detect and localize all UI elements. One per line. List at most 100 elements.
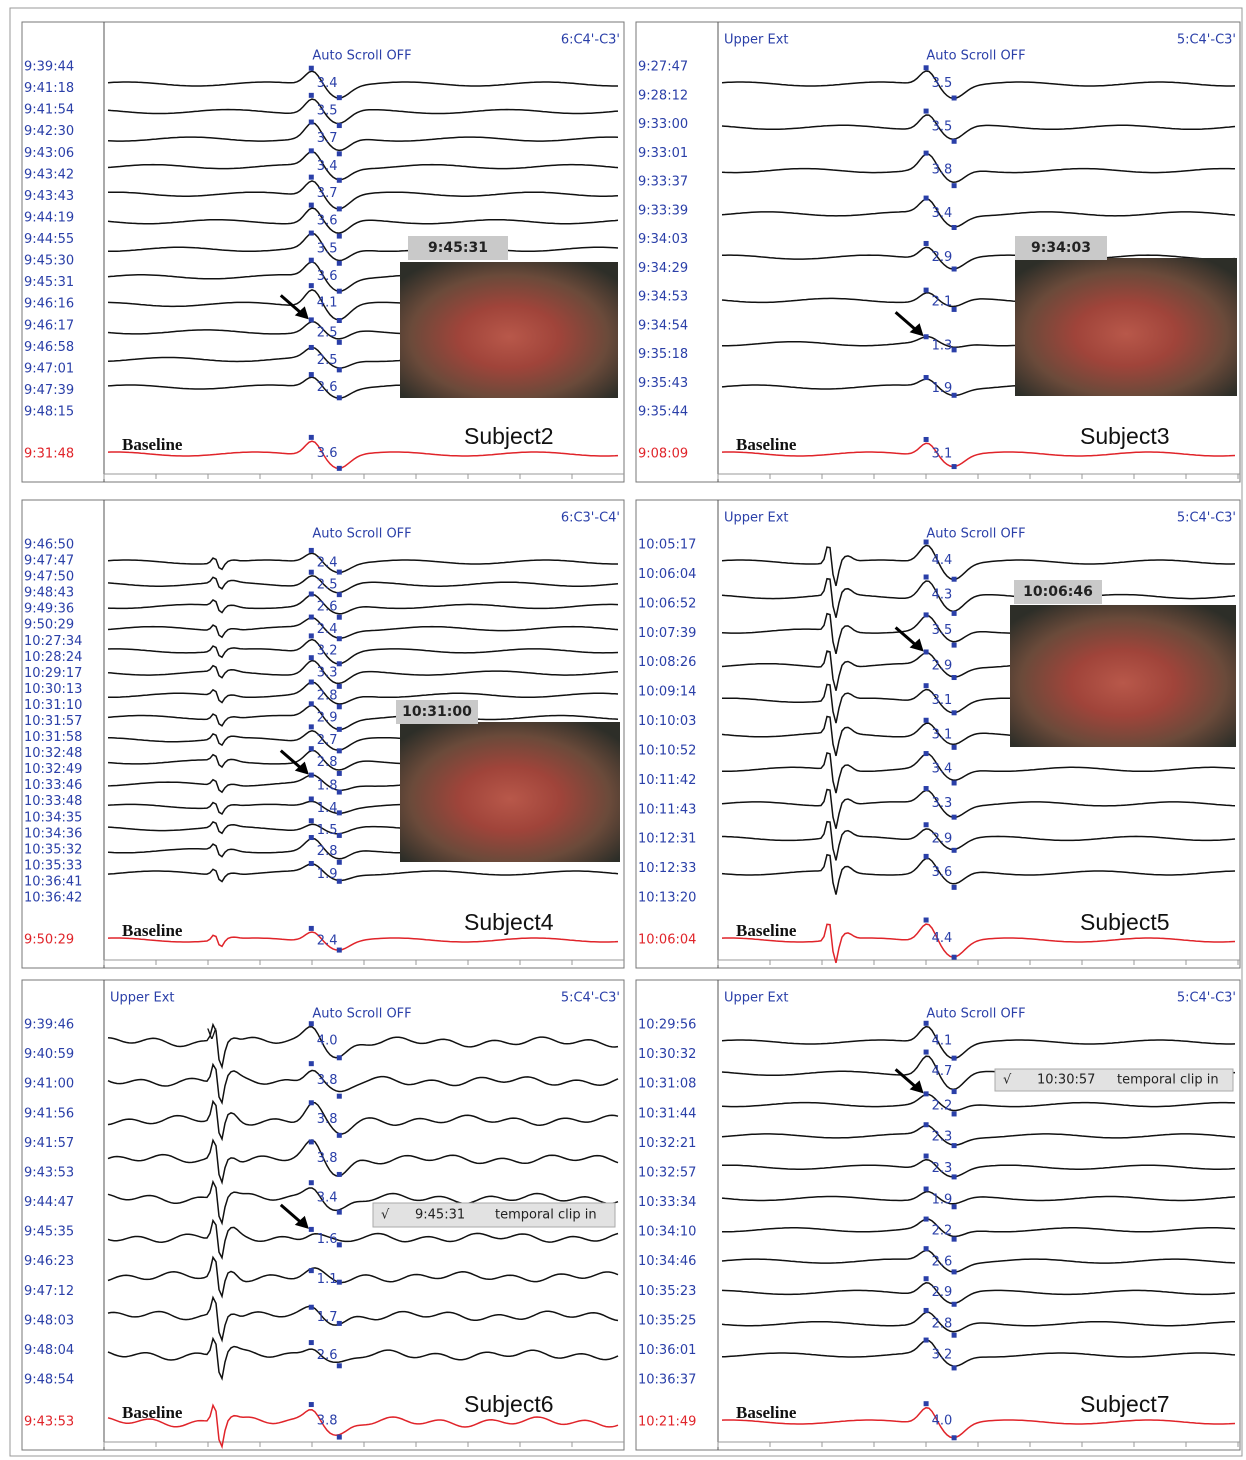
time-label: 10:29:56 — [638, 1018, 696, 1033]
baseline-amplitude: 4.4 — [932, 931, 953, 946]
trough-marker — [336, 288, 342, 294]
time-label: 10:29:17 — [24, 666, 82, 681]
photo-time: 9:45:31 — [428, 240, 488, 256]
time-label: 9:33:01 — [638, 146, 688, 161]
peak-marker — [308, 818, 314, 824]
baseline-amplitude: 3.8 — [317, 1414, 338, 1429]
trough-marker — [951, 954, 957, 960]
time-label: 9:44:55 — [24, 232, 74, 247]
trough-marker — [951, 1204, 957, 1210]
baseline-trace — [107, 931, 619, 951]
trough-marker — [951, 306, 957, 312]
trough-marker — [336, 1434, 342, 1440]
arrow-head — [909, 638, 924, 652]
mep-trace — [107, 1255, 619, 1299]
peak-marker — [308, 1180, 314, 1186]
peak-marker — [923, 1122, 929, 1128]
time-label: 10:35:25 — [638, 1313, 696, 1328]
note-time: 10:30:57 — [1037, 1073, 1095, 1088]
trough-marker — [951, 95, 957, 101]
time-label: 10:36:37 — [638, 1373, 696, 1388]
mep-trace — [107, 1336, 619, 1381]
time-label: 9:45:30 — [24, 254, 74, 269]
baseline-label: Baseline — [122, 1403, 183, 1422]
time-label: 10:36:41 — [24, 874, 82, 889]
trough-marker — [951, 1332, 957, 1338]
mep-trace — [722, 751, 1236, 794]
baseline-label: Baseline — [736, 921, 797, 940]
peak-marker — [308, 746, 314, 752]
peak-marker — [923, 822, 929, 828]
time-label: 10:12:33 — [638, 861, 696, 876]
channel: 5:C4'-C3' — [1177, 991, 1236, 1006]
time-label: 9:41:18 — [24, 81, 74, 96]
mep-trace — [721, 853, 1236, 895]
trough-marker — [336, 947, 342, 953]
time-label: 10:06:52 — [638, 596, 696, 611]
amplitude-label: 2.5 — [317, 325, 338, 340]
channel: 6:C4'-C3' — [561, 33, 620, 48]
mep-trace — [108, 232, 619, 262]
amplitude-label: 3.4 — [932, 206, 953, 221]
mep-trace — [107, 1062, 619, 1106]
mep-trace — [721, 1124, 1236, 1146]
amplitude-label: 2.8 — [317, 844, 338, 859]
peak-marker — [308, 1340, 314, 1346]
amplitude-label: 1.4 — [317, 801, 338, 816]
amplitude-label: 2.6 — [317, 600, 338, 615]
time-label: 10:27:34 — [24, 634, 82, 649]
amplitude-label: 3.8 — [932, 162, 953, 177]
amplitude-label: 3.1 — [932, 727, 953, 742]
trough-marker — [951, 464, 957, 470]
trough-marker — [336, 770, 342, 776]
scroll-status: Auto Scroll OFF — [926, 1007, 1025, 1022]
channel: 5:C4'-C3' — [1177, 33, 1236, 48]
time-label: 9:47:47 — [24, 554, 74, 569]
mep-trace — [721, 1249, 1236, 1273]
amplitude-label: 2.2 — [932, 1224, 953, 1239]
time-label: 9:46:50 — [24, 538, 74, 553]
arrow-head — [909, 323, 924, 337]
peak-marker — [308, 569, 314, 575]
amplitude-label: 3.4 — [932, 762, 953, 777]
peak-marker — [923, 195, 929, 201]
amplitude-label: 3.5 — [932, 76, 953, 91]
peak-marker — [308, 591, 314, 597]
peak-marker — [308, 92, 314, 98]
trough-marker — [951, 1365, 957, 1371]
baseline-trace — [721, 1406, 1236, 1439]
time-label: 9:34:29 — [638, 261, 688, 276]
amplitude-label: 1.5 — [317, 823, 338, 838]
amplitude-label: 1.1 — [317, 1272, 338, 1287]
panel: Upper Ext 5:C4'-C3' Auto Scroll OFF 9:27:47… — [635, 21, 1241, 483]
peak-marker — [308, 1226, 314, 1232]
peak-marker — [308, 257, 314, 263]
amplitude-label: 2.9 — [932, 659, 953, 674]
peak-marker — [308, 633, 314, 639]
trough-marker — [951, 183, 957, 189]
marker: V — [207, 1027, 217, 1043]
photo-time: 10:31:00 — [402, 704, 472, 720]
amplitude-label: 4.1 — [317, 296, 338, 311]
photo-time-box — [1014, 580, 1102, 604]
time-label: 9:48:43 — [24, 586, 74, 601]
panel: 6:C4'-C3' Auto Scroll OFF 9:39:44 9:41:18 9:… — [21, 21, 625, 483]
mep-trace — [721, 1025, 1236, 1060]
amplitude-label: 3.1 — [932, 693, 953, 708]
baseline-time: 9:08:09 — [638, 447, 688, 462]
time-label: 9:41:56 — [24, 1106, 74, 1121]
amplitude-label: 1.6 — [317, 1232, 338, 1247]
outer-frame — [9, 7, 1243, 1457]
amplitude-label: 3.7 — [317, 131, 338, 146]
mep-trace — [107, 1022, 619, 1070]
amplitude-label: 1.9 — [932, 381, 953, 396]
trough-marker — [951, 1301, 957, 1307]
amplitude-label: 2.9 — [932, 1285, 953, 1300]
surgical-photo — [1010, 605, 1236, 747]
trough-marker — [951, 710, 957, 716]
peak-marker — [308, 1304, 314, 1310]
mep-trace — [107, 98, 619, 125]
peak-marker — [308, 148, 314, 154]
time-label: 10:06:04 — [638, 567, 696, 582]
